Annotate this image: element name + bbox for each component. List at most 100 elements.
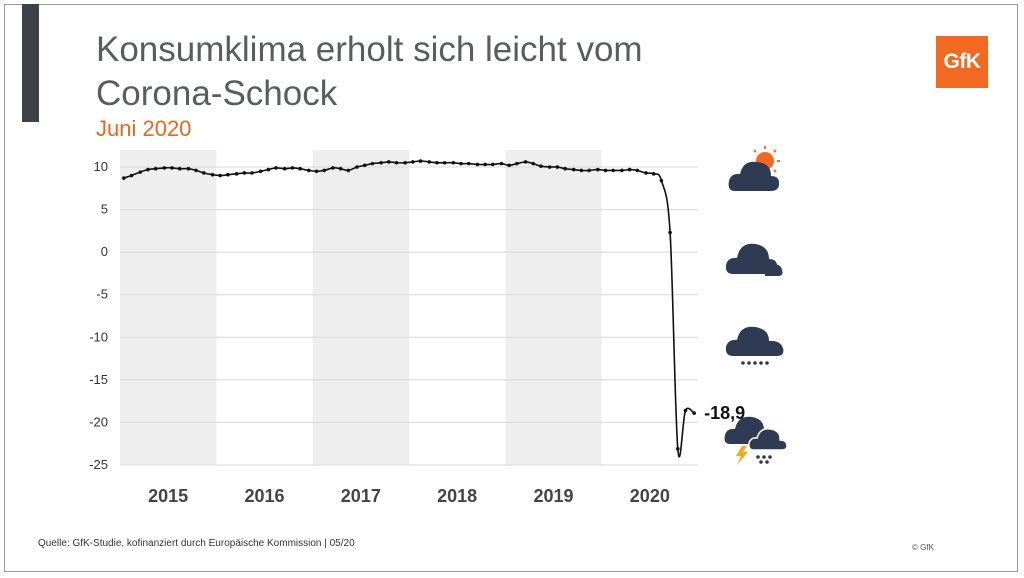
x-tick-labels: 2015 2016 2017 2018 2019 2020 (148, 486, 670, 506)
data-point (274, 166, 278, 170)
data-point (442, 160, 447, 165)
gridlines (120, 166, 698, 466)
x-tick-label: 2015 (148, 486, 188, 506)
data-point (483, 162, 487, 167)
data-point (177, 166, 182, 171)
x-tick-label: 2019 (533, 486, 573, 506)
data-point (644, 171, 648, 175)
data-point (611, 168, 616, 173)
data-point (692, 411, 696, 415)
storm-cloud-icon (724, 416, 788, 465)
x-tick-label: 2017 (341, 486, 381, 506)
page-subtitle: Juni 2020 (96, 116, 192, 141)
data-point (162, 166, 167, 170)
title-line-1: Konsumklima erholt sich leicht vom (96, 30, 643, 69)
data-point (539, 164, 543, 168)
data-point (515, 161, 519, 166)
last-value-annotation: -18,9 (704, 403, 745, 423)
data-point (668, 230, 672, 235)
data-point (338, 166, 343, 171)
data-point (531, 161, 536, 166)
data-point (596, 167, 600, 172)
data-point (282, 166, 287, 171)
data-point (355, 165, 359, 169)
copyright: © GfK (912, 543, 934, 552)
data-point (579, 168, 584, 173)
data-point (331, 166, 335, 170)
y-tick-label: -20 (89, 414, 108, 429)
data-point (138, 170, 143, 174)
data-point (427, 160, 432, 164)
data-point (146, 167, 150, 172)
data-point (475, 162, 480, 167)
y-tick-label: 5 (101, 202, 108, 217)
sun-cloud-icon (728, 146, 780, 191)
data-point (218, 173, 222, 178)
data-point (386, 160, 391, 164)
logo-text: GfK (943, 50, 982, 73)
title-line-2: Corona-Schock (96, 74, 338, 113)
gfk-logo: GfK (936, 36, 988, 88)
data-point (635, 168, 640, 173)
page-title: Konsumklima erholt sich leicht vom Coron… (96, 28, 736, 116)
source-note: Quelle: GfK-Studie, kofinanziert durch E… (38, 538, 355, 549)
data-point (370, 161, 375, 166)
data-point (346, 168, 351, 173)
data-point (210, 172, 215, 177)
data-point (451, 160, 456, 165)
data-point (523, 160, 528, 164)
data-point (394, 160, 399, 165)
data-point (258, 169, 263, 174)
data-point (290, 166, 295, 170)
data-point (194, 168, 198, 173)
data-point (362, 163, 367, 168)
year-band-2017 (312, 150, 409, 465)
data-point (186, 166, 191, 171)
data-point (435, 160, 439, 165)
data-point (322, 168, 327, 173)
rain-cloud-icon (725, 326, 784, 365)
data-point (129, 173, 134, 178)
data-point (411, 160, 415, 164)
year-band-2015 (120, 150, 217, 465)
year-bands (120, 150, 602, 465)
data-point (620, 168, 624, 173)
x-tick-label: 2020 (630, 486, 670, 506)
cloud-icon (725, 243, 783, 276)
data-point (571, 167, 576, 172)
data-point (170, 166, 174, 170)
data-point (491, 162, 495, 167)
data-point (242, 171, 247, 175)
x-tick-label: 2016 (244, 486, 284, 506)
x-tick-label: 2018 (437, 486, 477, 506)
data-point (627, 167, 632, 172)
data-point (563, 166, 567, 171)
data-point (379, 160, 383, 165)
data-point (683, 408, 688, 413)
data-point (547, 165, 552, 169)
data-point (499, 161, 504, 166)
y-tick-label: -5 (96, 287, 108, 302)
data-point (298, 166, 302, 171)
data-point (234, 172, 239, 176)
data-point (266, 167, 271, 172)
year-band-2019 (505, 150, 602, 465)
data-point (507, 163, 511, 168)
y-tick-label: -15 (89, 372, 108, 387)
y-tick-label: -25 (89, 457, 108, 472)
y-tick-labels: 10 5 0 -5 -10 -15 -20 -25 (89, 159, 108, 472)
data-point (555, 165, 560, 169)
data-point (651, 172, 656, 176)
accent-bar (22, 4, 39, 122)
slide-frame (4, 4, 1018, 572)
data-point (314, 169, 319, 174)
data-point (122, 176, 126, 180)
y-tick-label: -10 (89, 329, 108, 344)
y-tick-label: 0 (101, 244, 108, 259)
data-point (466, 161, 471, 166)
data-point (202, 171, 206, 175)
data-point (675, 447, 680, 451)
data-point (153, 166, 158, 171)
series-points (122, 159, 696, 451)
